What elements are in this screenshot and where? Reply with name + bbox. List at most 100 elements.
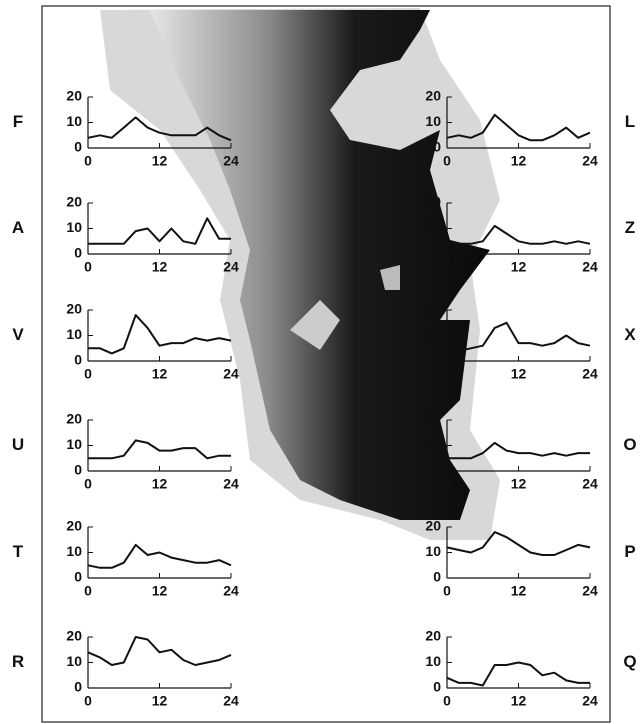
data-line: [447, 224, 591, 245]
x-tick-label: 0: [443, 153, 451, 169]
y-tick-label: 0: [74, 245, 82, 261]
y-tick-label: 0: [433, 462, 441, 478]
x-tick-label: 12: [152, 693, 168, 709]
chart-letter: V: [12, 325, 24, 344]
x-tick-label: 24: [223, 476, 239, 492]
y-tick-label: 20: [425, 88, 441, 104]
x-tick-label: 24: [582, 366, 598, 382]
x-tick-label: 0: [443, 583, 451, 599]
chart-letter: Q: [623, 652, 636, 671]
data-line: [88, 314, 232, 355]
y-tick-label: 20: [425, 301, 441, 317]
x-tick-label: 24: [582, 153, 598, 169]
x-tick-label: 24: [582, 476, 598, 492]
y-tick-label: 10: [66, 653, 82, 669]
y-tick-label: 10: [66, 326, 82, 342]
x-tick-label: 12: [152, 583, 168, 599]
map-region: [150, 10, 490, 520]
chart-letter: F: [13, 112, 23, 131]
x-tick-label: 12: [511, 583, 527, 599]
x-tick-label: 0: [84, 366, 92, 382]
data-line: [446, 113, 591, 142]
x-tick-label: 12: [511, 366, 527, 382]
x-tick-label: 12: [152, 259, 168, 275]
y-tick-label: 10: [425, 219, 441, 235]
x-tick-label: 12: [152, 366, 168, 382]
y-tick-label: 0: [74, 462, 82, 478]
y-tick-label: 0: [74, 569, 82, 585]
y-tick-label: 0: [433, 569, 441, 585]
chart-letter: P: [624, 542, 635, 561]
y-tick-label: 10: [425, 543, 441, 559]
x-tick-label: 0: [443, 476, 451, 492]
chart-letter: R: [12, 652, 24, 671]
x-tick-label: 0: [84, 693, 92, 709]
x-tick-label: 0: [443, 366, 451, 382]
x-tick-label: 0: [443, 259, 451, 275]
chart-letter: Z: [625, 218, 635, 237]
y-tick-label: 20: [425, 518, 441, 534]
y-tick-label: 0: [74, 352, 82, 368]
x-tick-label: 0: [84, 259, 92, 275]
data-line: [88, 439, 231, 460]
y-tick-label: 20: [66, 194, 82, 210]
chart-letter: L: [625, 112, 635, 131]
chart-letter: O: [623, 435, 636, 454]
x-tick-label: 0: [84, 583, 92, 599]
data-line: [447, 441, 590, 460]
x-tick-label: 24: [582, 583, 598, 599]
y-tick-label: 10: [66, 543, 82, 559]
x-tick-label: 12: [511, 153, 527, 169]
y-tick-label: 10: [66, 436, 82, 452]
x-tick-label: 24: [582, 259, 598, 275]
x-tick-label: 12: [511, 259, 527, 275]
x-tick-label: 0: [84, 153, 92, 169]
x-tick-label: 24: [223, 259, 239, 275]
chart-letter: X: [624, 325, 636, 344]
x-tick-label: 12: [511, 476, 527, 492]
chart-letter: T: [13, 542, 24, 561]
y-tick-label: 0: [74, 139, 82, 155]
data-line: [87, 636, 232, 666]
data-line: [88, 217, 231, 245]
y-tick-label: 20: [66, 411, 82, 427]
x-tick-label: 24: [582, 693, 598, 709]
x-tick-label: 0: [84, 476, 92, 492]
y-tick-label: 20: [66, 628, 82, 644]
y-tick-label: 20: [425, 411, 441, 427]
map-island: [380, 265, 400, 290]
y-tick-label: 0: [433, 352, 441, 368]
frame: [41, 5, 611, 723]
data-line: [87, 116, 232, 142]
y-tick-label: 20: [66, 301, 82, 317]
y-tick-label: 0: [433, 245, 441, 261]
data-line: [87, 543, 232, 569]
y-tick-label: 0: [433, 679, 441, 695]
y-tick-label: 20: [425, 628, 441, 644]
x-tick-label: 12: [152, 153, 168, 169]
chart-letter: U: [12, 435, 24, 454]
x-tick-label: 24: [223, 583, 239, 599]
x-tick-label: 24: [223, 153, 239, 169]
y-tick-label: 20: [66, 88, 82, 104]
y-tick-label: 10: [425, 326, 441, 342]
y-tick-label: 10: [66, 113, 82, 129]
data-line: [446, 661, 590, 687]
x-tick-label: 0: [443, 693, 451, 709]
y-tick-label: 20: [425, 194, 441, 210]
y-tick-label: 10: [425, 436, 441, 452]
y-tick-label: 10: [425, 653, 441, 669]
data-line: [446, 531, 591, 556]
y-tick-label: 10: [425, 113, 441, 129]
x-tick-label: 12: [511, 693, 527, 709]
y-tick-label: 0: [74, 679, 82, 695]
chart-letter: A: [12, 218, 24, 237]
map-island: [290, 300, 340, 350]
x-tick-label: 24: [223, 366, 239, 382]
y-tick-label: 0: [433, 139, 441, 155]
x-tick-label: 12: [152, 476, 168, 492]
data-line: [446, 321, 591, 352]
x-tick-label: 24: [223, 693, 239, 709]
y-tick-label: 10: [66, 219, 82, 235]
